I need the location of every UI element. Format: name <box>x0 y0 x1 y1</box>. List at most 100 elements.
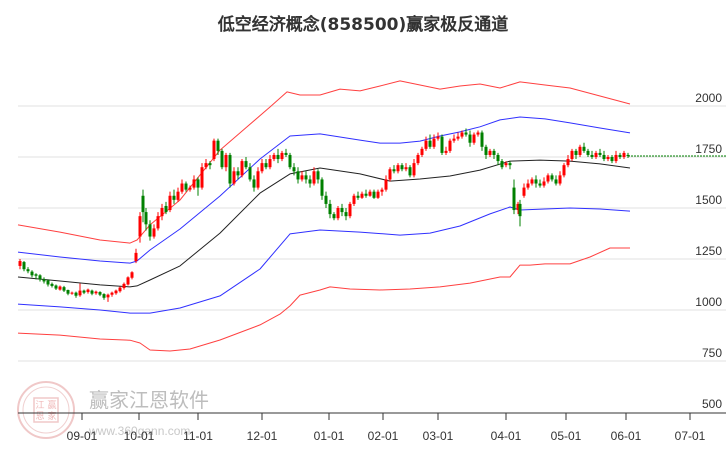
candle <box>292 163 296 176</box>
candle <box>484 144 488 160</box>
candle <box>424 136 428 151</box>
candle-body <box>216 140 220 151</box>
candle <box>204 159 208 170</box>
candle <box>332 212 336 221</box>
candle <box>192 175 196 190</box>
candle-body <box>384 179 388 190</box>
svg-text:江: 江 <box>35 400 44 410</box>
inner-lower-line <box>17 206 631 314</box>
x-axis: 09-01 10-01 11-01 12-01 01-01 02-01 03-01 04-01… <box>18 412 726 443</box>
candle-body <box>144 212 148 225</box>
candle <box>518 199 522 227</box>
candle-body <box>98 292 102 295</box>
candle <box>78 283 82 297</box>
candle <box>144 208 148 231</box>
candle-body <box>312 171 316 184</box>
candle-body <box>428 140 432 147</box>
candle-body <box>126 277 130 285</box>
candle <box>224 152 228 172</box>
candle-body <box>118 287 122 292</box>
candle <box>586 148 590 157</box>
y-tick-label: 2000 <box>695 91 722 105</box>
watermark-brand: 赢家江恩软件 <box>89 388 209 412</box>
candle <box>82 289 86 295</box>
candle <box>196 177 200 196</box>
candle-body <box>432 138 436 147</box>
y-tick-label: 1250 <box>695 244 722 258</box>
candle-body <box>538 183 542 186</box>
candle-body <box>364 193 368 196</box>
candle <box>420 146 424 157</box>
candle-body <box>332 214 336 219</box>
candle-body <box>554 179 558 184</box>
outer-lower-line <box>17 247 630 352</box>
candle-body <box>582 146 586 151</box>
candle <box>148 220 152 241</box>
candle-body <box>292 167 296 172</box>
candle <box>126 276 130 286</box>
candle-body <box>518 203 522 217</box>
candle <box>610 154 614 164</box>
candle <box>252 175 256 192</box>
candle <box>480 130 484 151</box>
candle-body <box>304 175 308 180</box>
candle-body <box>444 150 448 153</box>
candle <box>614 150 618 164</box>
candle-body <box>594 152 598 157</box>
seal-logo-icon: 江 赢 恩 家 <box>17 381 75 439</box>
candle-body <box>522 187 526 196</box>
candle <box>574 148 578 160</box>
candle-body <box>368 191 372 196</box>
candle <box>452 134 456 143</box>
candle <box>582 142 586 153</box>
candle <box>472 132 476 145</box>
chart-title: 低空经济概念(858500)赢家极反通道 <box>217 15 509 35</box>
candle-body <box>22 262 26 270</box>
candle <box>18 259 22 270</box>
candle <box>530 177 534 186</box>
candle-body <box>586 150 590 155</box>
candle-body <box>400 165 404 170</box>
candle <box>110 291 114 297</box>
candle-body <box>618 154 622 157</box>
candle-body <box>578 146 582 155</box>
candle <box>488 148 492 157</box>
candle <box>26 267 30 274</box>
candle <box>594 150 598 160</box>
candle-body <box>18 261 22 266</box>
candle <box>546 173 550 184</box>
candle <box>324 191 328 208</box>
candle <box>308 175 312 188</box>
candle <box>432 134 436 149</box>
candle <box>392 165 396 174</box>
candle <box>54 284 58 291</box>
x-tick-label: 11-01 <box>183 429 213 443</box>
candlesticks <box>18 128 630 302</box>
candle-body <box>224 154 228 168</box>
candle <box>180 179 184 194</box>
candle-body <box>516 203 520 211</box>
candle <box>492 148 496 160</box>
candle-body <box>188 187 192 190</box>
gridlines <box>18 105 726 362</box>
candle-body <box>626 154 630 156</box>
candle-body <box>456 136 460 139</box>
candle <box>448 138 452 153</box>
candle <box>522 183 526 198</box>
candle <box>156 212 160 231</box>
watermark: 江 赢 恩 家 赢家江恩软件 www.360gann.com <box>17 381 209 439</box>
candle-body <box>598 152 602 155</box>
candle-body <box>512 187 516 211</box>
x-tick-label: 04-01 <box>491 429 522 443</box>
candle <box>460 130 464 139</box>
candle-body <box>114 290 118 294</box>
candle-body <box>160 208 164 217</box>
candle-body <box>448 140 452 151</box>
candle <box>62 285 66 293</box>
candle <box>296 167 300 184</box>
candle <box>264 159 268 170</box>
candle <box>436 132 440 141</box>
candle <box>428 134 432 149</box>
candle-body <box>280 152 284 160</box>
candle-body <box>416 154 420 164</box>
